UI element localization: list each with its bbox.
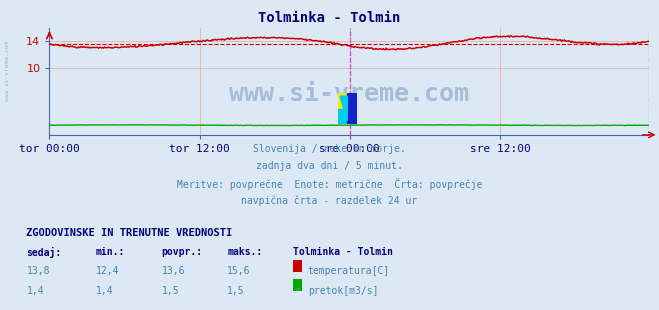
Text: sedaj:: sedaj:: [26, 247, 61, 258]
Text: ZGODOVINSKE IN TRENUTNE VREDNOSTI: ZGODOVINSKE IN TRENUTNE VREDNOSTI: [26, 228, 233, 238]
Text: 1,5: 1,5: [227, 286, 245, 295]
Text: 13,8: 13,8: [26, 266, 50, 276]
Text: 13,6: 13,6: [161, 266, 185, 276]
Text: 15,6: 15,6: [227, 266, 251, 276]
Text: Tolminka - Tolmin: Tolminka - Tolmin: [293, 247, 393, 257]
Text: maks.:: maks.:: [227, 247, 262, 257]
Text: 1,5: 1,5: [161, 286, 179, 295]
Text: pretok[m3/s]: pretok[m3/s]: [308, 286, 378, 295]
Text: 1,4: 1,4: [26, 286, 44, 295]
Text: www.si-vreme.com: www.si-vreme.com: [5, 41, 11, 101]
Text: povpr.:: povpr.:: [161, 247, 202, 257]
Text: Tolminka - Tolmin: Tolminka - Tolmin: [258, 11, 401, 25]
Bar: [347, 93, 357, 124]
Polygon shape: [340, 96, 347, 121]
Bar: [338, 108, 347, 124]
Text: zadnja dva dni / 5 minut.: zadnja dva dni / 5 minut.: [256, 161, 403, 171]
Text: 12,4: 12,4: [96, 266, 119, 276]
Bar: [338, 93, 347, 108]
Text: navpična črta - razdelek 24 ur: navpična črta - razdelek 24 ur: [241, 195, 418, 206]
Text: temperatura[C]: temperatura[C]: [308, 266, 390, 276]
Text: 1,4: 1,4: [96, 286, 113, 295]
Text: min.:: min.:: [96, 247, 125, 257]
Text: Slovenija / reke in morje.: Slovenija / reke in morje.: [253, 144, 406, 154]
Text: Meritve: povprečne  Enote: metrične  Črta: povprečje: Meritve: povprečne Enote: metrične Črta:…: [177, 178, 482, 190]
Text: www.si-vreme.com: www.si-vreme.com: [229, 82, 469, 106]
